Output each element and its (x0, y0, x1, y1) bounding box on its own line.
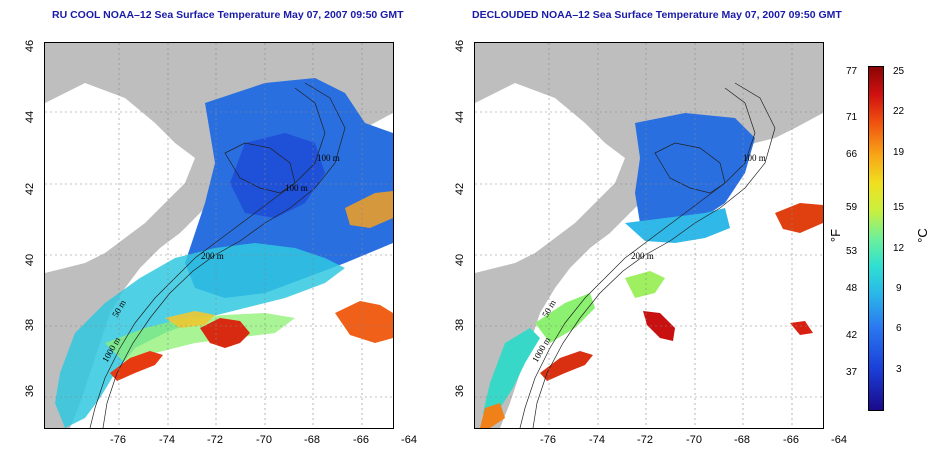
colorbar-c-tick: 25 (893, 66, 905, 77)
lat-tick-label: 46 (24, 39, 36, 53)
colorbar-c-tick: 15 (893, 202, 905, 213)
sst-field-cyan (55, 243, 345, 428)
sst-field-green (625, 271, 665, 298)
isobath-contour (654, 142, 726, 194)
lat-tick-label: 36 (24, 384, 36, 398)
lon-tick-label: -66 (353, 434, 369, 446)
colorbar-c-tick: 9 (896, 283, 902, 294)
lat-tick-label: 40 (24, 253, 36, 267)
lat-tick-label: 44 (24, 110, 36, 124)
graticule (45, 43, 393, 428)
sst-field-blue-deep (230, 133, 325, 218)
sst-warm-eddy-2 (643, 311, 675, 341)
isobath-contour (224, 142, 296, 194)
colorbar-f-tick: 37 (846, 367, 858, 378)
lat-tick-label: 42 (24, 182, 36, 196)
lon-tick-label: -72 (637, 434, 653, 446)
left-map-canvas: 100 m 200 m 100 m 50 m 1000 m (45, 43, 393, 428)
colorbar-unit-fahrenheit: °F (828, 228, 844, 243)
colorbar-c-tick: 3 (896, 364, 902, 375)
lon-tick-label: -76 (110, 434, 126, 446)
lon-tick-label: -68 (734, 434, 750, 446)
sst-field-green (535, 293, 595, 343)
colorbar-f-tick: 77 (846, 66, 858, 77)
lon-tick-label: -70 (256, 434, 272, 446)
lon-tick-label: -64 (831, 434, 847, 446)
contour-label: 200 m (201, 251, 224, 261)
lon-tick-label: -74 (159, 434, 175, 446)
temperature-colorbar (868, 66, 884, 411)
contour-label: 200 m (631, 251, 654, 261)
lat-tick-label: 44 (454, 110, 466, 124)
colorbar-unit-celsius: °C (914, 228, 930, 243)
isobath-contour (89, 87, 326, 428)
colorbar-c-tick: 12 (893, 243, 905, 254)
colorbar-f-tick: 53 (846, 246, 858, 257)
sst-warm-east (345, 191, 393, 228)
sst-warm-eddy-1 (540, 351, 593, 381)
sst-warm-south (480, 403, 505, 428)
contour-label: 100 m (743, 153, 766, 163)
isobath-contour (102, 82, 346, 428)
colorbar-c-tick: 22 (893, 106, 905, 117)
left-map-title: RU COOL NOAA–12 Sea Surface Temperature … (52, 9, 404, 21)
sst-field-cyan-coast (483, 328, 540, 428)
lon-tick-label: -68 (304, 434, 320, 446)
no-data-area (475, 83, 625, 273)
lon-tick-label: -64 (401, 434, 417, 446)
cloud-area (45, 83, 195, 273)
sst-warm-eddy-2 (200, 318, 250, 348)
colorbar-c-tick: 6 (896, 323, 902, 334)
lon-tick-label: -74 (589, 434, 605, 446)
sst-field-green (105, 313, 295, 363)
left-sst-map: 100 m 200 m 100 m 50 m 1000 m (44, 42, 394, 429)
right-map-canvas: 100 m 200 m 50 m 1000 m (475, 43, 823, 428)
cloud-south (75, 343, 393, 428)
sst-field-cyan (625, 208, 730, 243)
lon-tick-label: -70 (686, 434, 702, 446)
sst-warm-eddy-3 (775, 203, 823, 233)
colorbar-f-tick: 42 (846, 330, 858, 341)
lat-tick-label: 42 (454, 182, 466, 196)
isobath-contour (519, 87, 756, 428)
isobath-contour (532, 82, 776, 428)
right-map-title: DECLOUDED NOAA–12 Sea Surface Temperatur… (472, 9, 842, 21)
lat-tick-label: 38 (454, 318, 466, 332)
right-sst-map: 100 m 200 m 50 m 1000 m (474, 42, 824, 429)
lat-tick-label: 46 (454, 39, 466, 53)
lat-tick-label: 40 (454, 253, 466, 267)
sst-field-cool (635, 113, 755, 231)
sst-warm-eddy-4 (790, 321, 813, 335)
colorbar-f-tick: 59 (846, 202, 858, 213)
graticule (475, 43, 823, 428)
colorbar-f-tick: 66 (846, 149, 858, 160)
colorbar-f-tick: 71 (846, 112, 858, 123)
lat-tick-label: 36 (454, 384, 466, 398)
sst-warm-eddy-1 (110, 351, 163, 381)
contour-label: 100 m (317, 153, 340, 163)
lat-tick-label: 38 (24, 318, 36, 332)
contour-label: 100 m (285, 183, 308, 193)
lon-tick-label: -76 (540, 434, 556, 446)
colorbar-f-tick: 48 (846, 283, 858, 294)
sst-warm-band (165, 311, 215, 328)
sst-warm-eddy-3 (335, 301, 393, 343)
colorbar-c-tick: 19 (893, 147, 905, 158)
lon-tick-label: -66 (783, 434, 799, 446)
lon-tick-label: -72 (207, 434, 223, 446)
